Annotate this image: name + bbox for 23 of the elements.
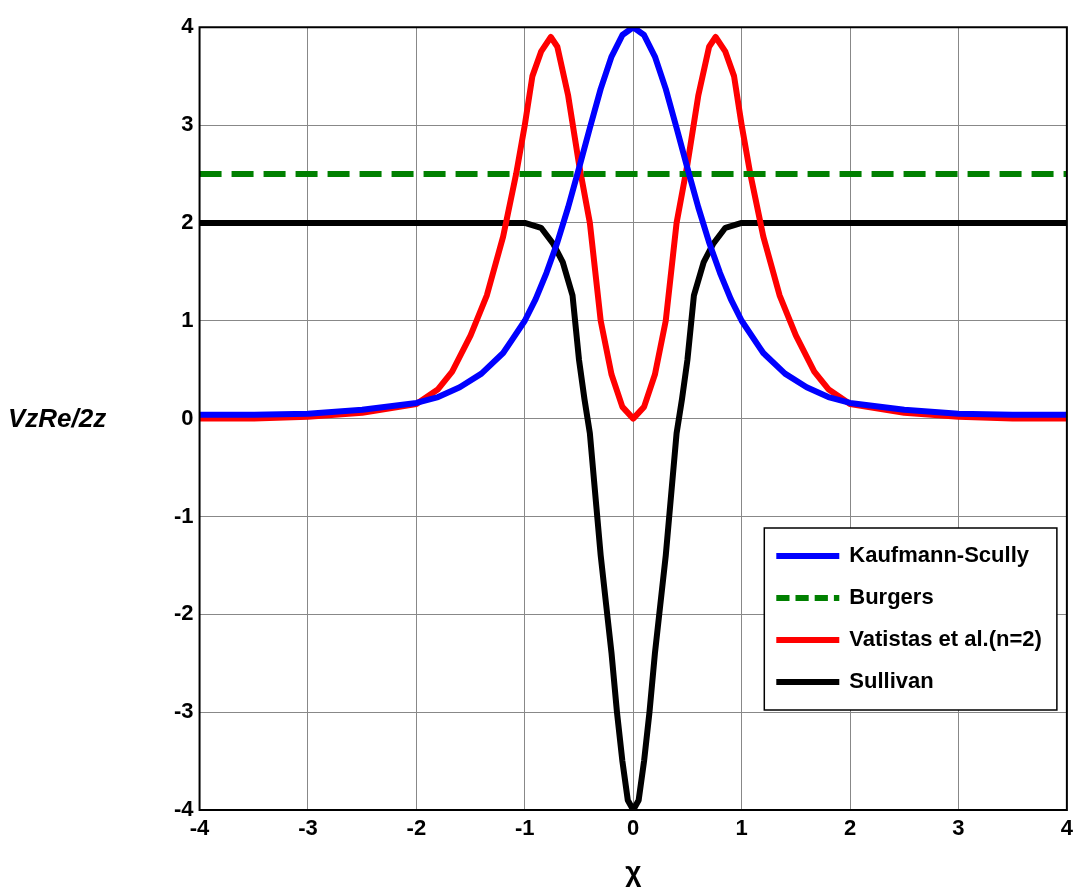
x-tick-label: -1 [515, 815, 535, 841]
legend-label: Sullivan [849, 668, 934, 694]
y-tick-label: 0 [181, 404, 194, 430]
legend-label: Kaufmann-Scully [849, 542, 1030, 568]
x-tick-label: -3 [298, 815, 318, 841]
y-tick-label: -1 [174, 502, 194, 528]
x-tick-label: 4 [1060, 815, 1074, 841]
legend-label: Vatistas et al.(n=2) [849, 626, 1042, 652]
legend-label: Burgers [849, 584, 934, 610]
x-axis-title: χ [625, 855, 642, 887]
y-tick-label: -3 [174, 698, 194, 724]
y-tick-label: 4 [181, 13, 195, 39]
x-tick-label: 2 [843, 815, 857, 841]
y-tick-label: 3 [181, 111, 194, 137]
x-tick-label: 0 [627, 815, 640, 841]
y-tick-label: 2 [181, 208, 194, 234]
y-axis-title: VzRe/2z [8, 403, 107, 434]
x-tick-label: 1 [735, 815, 748, 841]
x-tick-label: 3 [952, 815, 965, 841]
x-tick-label: -2 [406, 815, 427, 841]
y-tick-label: 1 [181, 306, 194, 332]
y-tick-label: -2 [174, 600, 194, 626]
y-tick-label: -4 [174, 796, 195, 822]
